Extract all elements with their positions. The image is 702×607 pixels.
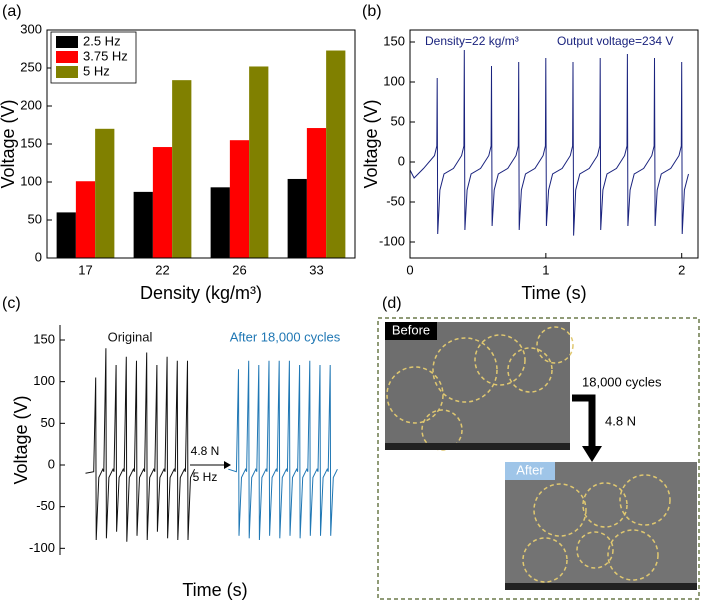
y-tick-label: 0: [35, 249, 42, 264]
arrow-head: [224, 461, 231, 469]
bar: [152, 147, 173, 258]
bar: [172, 80, 192, 258]
x-tick-label: 17: [78, 262, 92, 277]
y-tick-label: 200: [20, 97, 42, 112]
y-tick-label: 50: [391, 113, 405, 128]
annotation: 18,000 cycles: [582, 374, 662, 389]
panel-label: (d): [382, 295, 402, 312]
annotation: 5 Hz: [193, 470, 218, 484]
arrow: [572, 394, 596, 448]
sem-image-before: [385, 322, 570, 450]
series-label: Original: [108, 329, 153, 344]
x-axis-label: Time (s): [182, 580, 247, 600]
y-tick-label: 50: [28, 211, 42, 226]
panel-label: (c): [2, 295, 21, 312]
y-tick-label: -100: [379, 233, 405, 248]
y-tick-label: 150: [33, 331, 55, 346]
legend-label: 5 Hz: [83, 63, 110, 78]
bar: [133, 191, 153, 258]
bar: [229, 140, 250, 258]
y-tick-label: -100: [29, 540, 55, 555]
x-tick-label: 0: [406, 262, 413, 277]
y-tick-label: 100: [20, 173, 42, 188]
bar: [326, 50, 346, 258]
y-axis-label: Voltage (V): [11, 395, 31, 484]
panel-label: (a): [2, 3, 22, 20]
x-tick-label: 26: [232, 262, 246, 277]
x-tick-label: 1: [542, 262, 549, 277]
annotation: Output voltage=234 V: [557, 34, 673, 48]
x-tick-label: 33: [309, 262, 323, 277]
bar: [306, 128, 327, 258]
tag-before: [385, 322, 437, 340]
bar: [249, 66, 269, 258]
tag-after: [505, 462, 555, 480]
tag-text: After: [516, 462, 544, 477]
scale-bar: [385, 443, 570, 450]
legend-swatch: [56, 51, 78, 63]
y-axis-label: Voltage (V): [0, 99, 18, 188]
bar: [287, 178, 307, 258]
y-tick-label: 250: [20, 59, 42, 74]
y-tick-label: 150: [383, 33, 405, 48]
y-tick-label: 300: [20, 21, 42, 36]
y-tick-label: 0: [48, 456, 55, 471]
panel-label: (b): [362, 3, 382, 20]
pore-circles: [522, 474, 671, 583]
y-tick-label: -50: [386, 193, 405, 208]
bar: [95, 128, 115, 258]
y-tick-label: 150: [20, 135, 42, 150]
legend-label: 2.5 Hz: [83, 33, 121, 48]
bar: [56, 212, 76, 258]
annotation: 4.8 N: [605, 413, 636, 428]
line: [85, 348, 196, 542]
x-axis-label: Time (s): [521, 283, 586, 303]
y-tick-label: 100: [33, 373, 55, 388]
legend-label: 3.75 Hz: [83, 48, 128, 63]
y-tick-label: 100: [383, 73, 405, 88]
line: [228, 360, 338, 541]
arrow-head: [582, 446, 602, 462]
x-tick-label: 22: [155, 262, 169, 277]
bar: [210, 187, 230, 258]
y-axis-label: Voltage (V): [361, 99, 381, 188]
line: [409, 49, 689, 236]
pore-circles: [386, 326, 574, 451]
bar: [75, 181, 96, 258]
y-tick-label: 0: [398, 153, 405, 168]
x-tick-label: 2: [678, 262, 685, 277]
legend-swatch: [56, 36, 78, 48]
plot-frame: [409, 29, 699, 259]
scale-bar: [505, 583, 697, 590]
y-tick-label: -50: [36, 498, 55, 513]
tag-text: Before: [392, 322, 430, 337]
annotation: 4.8 N: [191, 444, 220, 458]
legend-swatch: [56, 66, 78, 78]
plot-frame: [46, 29, 356, 259]
y-tick-label: 50: [41, 415, 55, 430]
x-axis-label: Density (kg/m³): [140, 283, 262, 303]
annotation: Density=22 kg/m³: [425, 34, 519, 48]
series-label: After 18,000 cycles: [230, 329, 341, 344]
